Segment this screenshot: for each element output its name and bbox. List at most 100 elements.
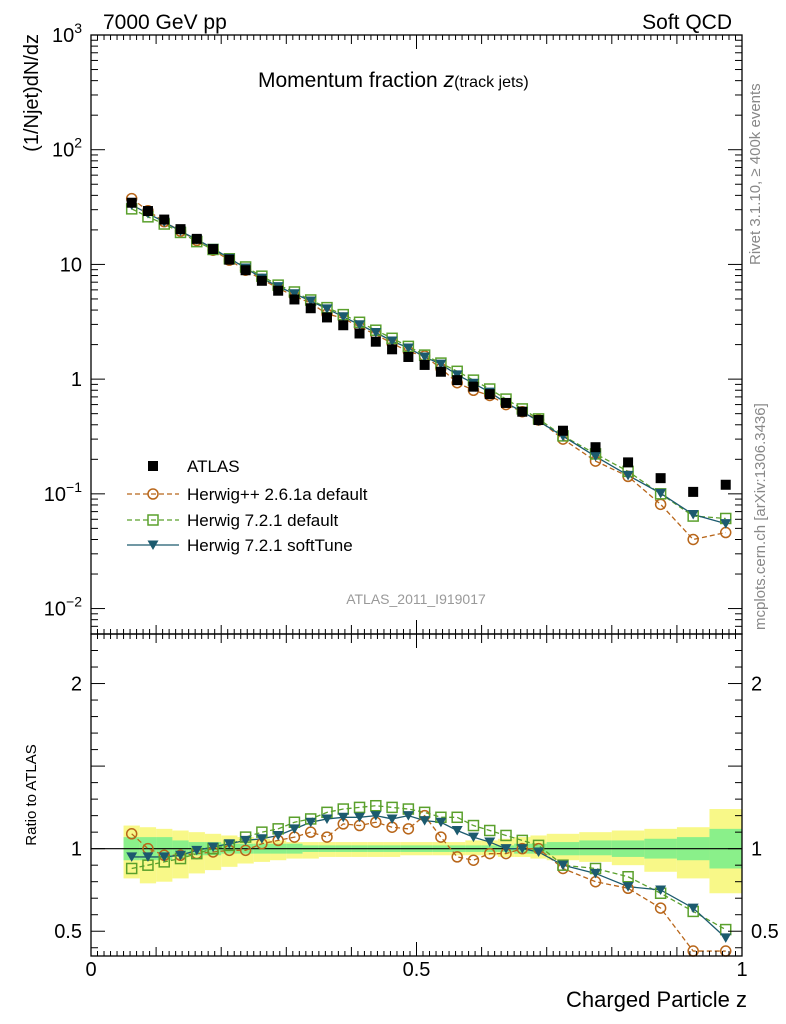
y-tick-label: 10−1 <box>44 479 82 506</box>
y-tick-label: 10 <box>60 254 82 276</box>
main-point-atlas <box>403 351 414 362</box>
ratio-point-hw72st <box>622 882 634 892</box>
legend-label-atlas: ATLAS <box>187 457 240 476</box>
main-point-atlas <box>289 294 300 305</box>
main-point-hw72st <box>687 510 699 520</box>
ratio-point-hw72 <box>451 811 463 824</box>
header-left-label: 7000 GeV pp <box>103 11 227 34</box>
main-point-atlas <box>321 312 332 323</box>
y-tick-label: 10−2 <box>44 594 82 621</box>
main-point-hw72st <box>655 488 667 499</box>
ratio-y-axis-label: Ratio to ATLAS <box>23 744 40 845</box>
plot-title-sub: (track jets) <box>454 74 529 91</box>
main-point-hw72st <box>337 312 349 322</box>
ratio-band-inner <box>579 840 612 856</box>
legend-marker-hw72st <box>147 540 159 550</box>
x-tick-label: 1 <box>736 959 747 981</box>
plot-title-main: Momentum fraction <box>258 69 444 92</box>
ratio-tick-label-left: 2 <box>71 674 82 696</box>
main-point-atlas <box>517 406 528 417</box>
main-point-atlas <box>623 457 634 468</box>
x-tick-label: 0.5 <box>403 959 431 981</box>
legend: ATLAS Herwig++ 2.6.1a default Herwig 7.2.1… <box>127 457 368 555</box>
analysis-label: ATLAS_2011_I919017 <box>346 591 486 607</box>
ratio-point-hw72st <box>354 812 366 823</box>
main-point-hw72 <box>654 488 667 500</box>
ratio-point-hw72st <box>288 824 300 834</box>
ratio-tick-label-right: 0.5 <box>751 921 779 943</box>
main-point-hw72st <box>321 304 333 314</box>
ratio-point-hw26 <box>467 854 480 866</box>
x-tick-label: 0 <box>85 959 96 981</box>
ratio-panel-frame <box>90 633 743 957</box>
main-point-atlas <box>557 425 568 436</box>
ratio-point-hw72st <box>256 834 268 844</box>
main-point-atlas <box>273 285 284 296</box>
ratio-point-hw26 <box>483 847 496 860</box>
y-tick-exponent: 3 <box>74 20 82 36</box>
ratio-point-hw72 <box>467 819 480 832</box>
y-tick-label: 102 <box>52 135 82 162</box>
main-point-atlas <box>208 244 219 255</box>
ratio-point-hw72st <box>305 817 317 828</box>
ratio-point-hw26 <box>402 823 415 835</box>
ratio-point-hw72st <box>435 817 447 828</box>
ratio-point-hw72 <box>370 799 382 812</box>
ratio-point-hw72st <box>402 811 414 821</box>
y-tick-label: 103 <box>52 20 82 47</box>
ratio-tick-label-right: 1 <box>751 839 762 861</box>
y-tick-exponent: 2 <box>74 135 82 151</box>
ratio-point-hw26 <box>125 828 138 840</box>
ratio-point-hw72st <box>451 826 463 836</box>
ratio-point-hw72st <box>533 847 545 857</box>
main-point-atlas <box>240 265 251 276</box>
ratio-tick-label-left: 1 <box>71 839 82 861</box>
ratio-point-hw72st <box>240 835 252 846</box>
ratio-point-hw72 <box>353 801 366 814</box>
main-point-atlas <box>224 254 235 265</box>
plot-title-var: z <box>443 69 455 92</box>
ratio-tick-label-left: 0.5 <box>54 921 82 943</box>
ratio-point-hw72st <box>687 903 699 914</box>
main-point-hw72st <box>590 451 602 462</box>
side-label-lower: mcplots.cern.ch [arXiv:1306.3436] <box>752 403 769 630</box>
main-point-atlas <box>419 359 430 370</box>
ratio-point-hw72st <box>321 814 333 824</box>
plot-title: Momentum fraction z(track jets) <box>258 69 529 92</box>
ratio-point-hw72st <box>126 852 138 862</box>
main-point-atlas <box>590 442 601 453</box>
main-point-atlas <box>338 320 349 331</box>
legend-label-hw72st: Herwig 7.2.1 softTune <box>187 536 353 555</box>
main-point-atlas <box>191 233 202 244</box>
x-axis-label: Charged Particle z <box>566 987 747 1012</box>
y-tick-exponent: −2 <box>66 594 82 610</box>
main-point-hw26 <box>687 533 699 546</box>
main-point-hw72st <box>419 352 431 362</box>
main-point-atlas <box>305 303 316 314</box>
main-point-atlas <box>501 397 512 408</box>
ratio-point-hw72 <box>483 824 496 837</box>
main-point-atlas <box>126 197 137 208</box>
main-point-atlas <box>159 214 170 225</box>
main-point-hw72st <box>435 359 447 370</box>
ratio-point-hw72st <box>386 814 398 824</box>
main-point-atlas <box>484 389 495 400</box>
main-point-hw26 <box>654 498 667 511</box>
ratio-point-hw72st <box>175 850 187 861</box>
main-point-atlas <box>175 224 186 235</box>
y-tick-base: 1 <box>71 369 82 391</box>
ratio-point-hw72 <box>386 801 398 814</box>
main-point-atlas <box>354 328 365 339</box>
ratio-point-hw72 <box>500 829 512 842</box>
header-right-label: Soft QCD <box>642 11 732 34</box>
main-point-atlas <box>370 336 381 347</box>
main-point-hw72st <box>370 327 382 338</box>
ratio-point-hw72st <box>467 832 479 843</box>
ratio-point-hw72 <box>125 862 138 875</box>
y-tick-label: 1 <box>71 369 82 391</box>
legend-marker-hw72 <box>147 514 159 526</box>
ratio-point-hw72st <box>223 839 235 849</box>
ratio-point-hw72st <box>191 845 203 856</box>
